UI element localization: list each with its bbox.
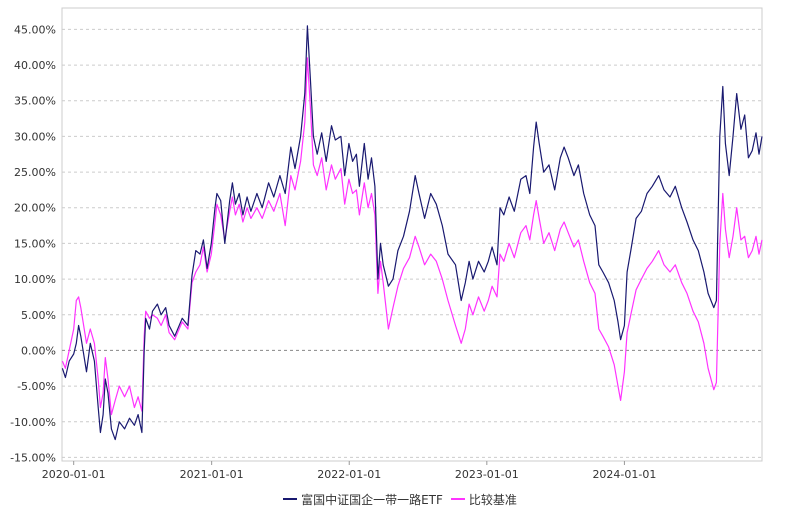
legend-label-fund: 富国中证国企一带一路ETF [301,492,443,507]
series-line-benchmark [61,57,763,416]
legend-item-fund[interactable]: 富国中证国企一带一路ETF [283,491,443,508]
grid-lines [62,28,762,458]
y-tick-label: 10.00% [14,273,56,286]
plot-area [61,7,763,462]
x-tick-label: 2022-01-01 [317,468,381,481]
legend: 富国中证国企一带一路ETF 比较基准 [0,490,800,508]
y-axis-ticks: 45.00% 40.00% 35.00% 30.00% 25.00% 20.00% 15.0… [10,23,56,464]
legend-swatch-benchmark [450,498,465,500]
series-lines [61,25,763,441]
y-tick-label: 35.00% [14,95,56,108]
x-axis-ticks: 2020-01-01 2021-01-01 2022-01-01 2023-01-01… [42,461,656,481]
x-tick-label: 2024-01-01 [592,468,656,481]
y-tick-label: 0.00% [21,344,56,357]
series-line-fund [61,25,763,441]
legend-item-benchmark[interactable]: 比较基准 [450,491,517,508]
legend-swatch-fund [283,498,298,500]
y-tick-label: 40.00% [14,59,56,72]
x-tick-label: 2023-01-01 [455,468,519,481]
y-tick-label: -10.00% [10,416,56,429]
line-chart: 45.00% 40.00% 35.00% 30.00% 25.00% 20.00% 15.0… [10,7,763,481]
y-tick-label: -5.00% [17,380,56,393]
y-tick-label: 5.00% [21,309,56,322]
y-tick-label: -15.00% [10,451,56,464]
y-tick-label: 20.00% [14,202,56,215]
y-tick-label: 45.00% [14,23,56,36]
legend-label-benchmark: 比较基准 [468,492,517,507]
x-tick-label: 2020-01-01 [42,468,106,481]
y-tick-label: 30.00% [14,130,56,143]
y-tick-label: 25.00% [14,166,56,179]
y-tick-label: 15.00% [14,237,56,250]
x-tick-label: 2021-01-01 [180,468,244,481]
